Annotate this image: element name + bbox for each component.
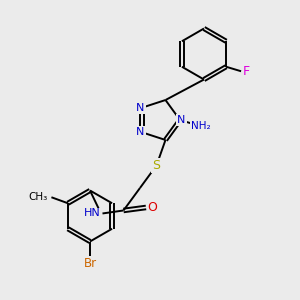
Text: NH₂: NH₂ [191,121,211,131]
Text: F: F [243,65,250,78]
Text: HN: HN [84,208,101,218]
Text: N: N [177,115,186,125]
Text: N: N [136,127,145,137]
Text: S: S [152,159,160,172]
Text: Br: Br [83,256,97,270]
Text: CH₃: CH₃ [28,192,48,202]
Text: N: N [136,103,145,113]
Text: O: O [148,201,158,214]
